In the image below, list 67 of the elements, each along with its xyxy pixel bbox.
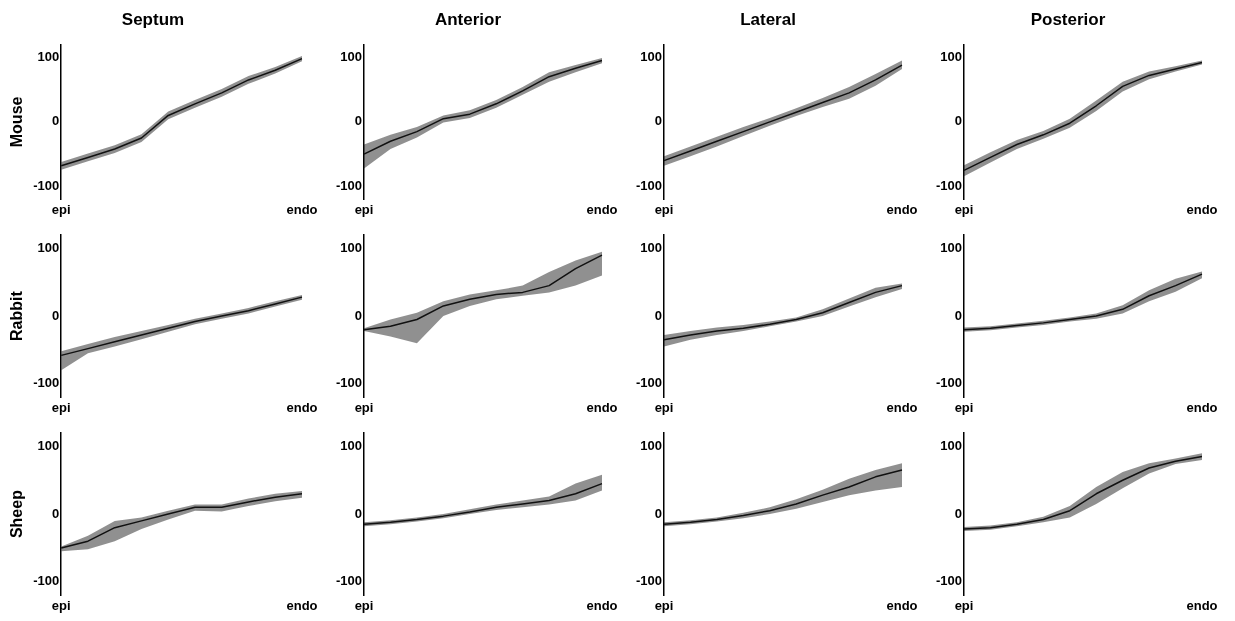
x-tick-label: endo (286, 399, 318, 415)
x-tick-label: endo (1186, 201, 1218, 217)
y-tick-label: 0 (354, 505, 363, 521)
y-tick-label: -100 (935, 375, 963, 391)
y-tick-label: -100 (635, 375, 663, 391)
y-tick-label: 0 (51, 505, 60, 521)
x-tick-label: epi (354, 597, 374, 613)
x-tick-label: endo (586, 399, 618, 415)
x-tick-label: epi (654, 597, 674, 613)
x-tick-label: endo (1186, 399, 1218, 415)
x-tick-label: endo (886, 201, 918, 217)
y-tick-label: 0 (654, 505, 663, 521)
y-tick-label: 0 (354, 307, 363, 323)
x-tick-label: epi (51, 597, 71, 613)
y-tick-label: -100 (335, 573, 363, 589)
y-tick-label: 100 (340, 239, 363, 255)
y-axis-title: Rabbit (8, 290, 26, 341)
x-tick-label: epi (954, 201, 974, 217)
x-tick-label: epi (354, 399, 374, 415)
x-tick-label: endo (886, 597, 918, 613)
x-tick-label: epi (51, 399, 71, 415)
y-tick-label: -100 (335, 375, 363, 391)
x-tick-label: epi (954, 399, 974, 415)
y-tick-label: -100 (33, 375, 60, 391)
y-tick-label: -100 (335, 178, 363, 194)
y-tick-label: 0 (954, 505, 963, 521)
y-tick-label: 100 (37, 437, 60, 453)
x-tick-label: epi (354, 201, 374, 217)
y-tick-label: 100 (940, 239, 963, 255)
y-tick-label: 100 (640, 437, 663, 453)
y-tick-label: -100 (935, 573, 963, 589)
chart-title: Posterior (1030, 9, 1106, 29)
y-tick-label: 100 (340, 48, 363, 64)
x-tick-label: endo (886, 399, 918, 415)
x-tick-label: endo (286, 201, 318, 217)
y-axis-title: Mouse (8, 96, 26, 148)
y-axis-title: Sheep (8, 489, 26, 539)
y-tick-label: -100 (33, 178, 60, 194)
chart-title: Lateral (740, 9, 796, 29)
x-tick-label: epi (654, 399, 674, 415)
y-tick-label: 100 (940, 437, 963, 453)
y-tick-label: 0 (354, 113, 363, 129)
y-tick-label: -100 (635, 573, 663, 589)
y-tick-label: 0 (954, 307, 963, 323)
x-tick-label: epi (954, 597, 974, 613)
y-tick-label: 100 (640, 48, 663, 64)
y-tick-label: 0 (954, 113, 963, 129)
x-tick-label: epi (51, 201, 71, 217)
chart-title: Anterior (434, 9, 502, 29)
y-tick-label: 0 (51, 113, 60, 129)
x-tick-label: endo (286, 597, 318, 613)
y-tick-label: -100 (33, 573, 60, 589)
x-tick-label: endo (586, 597, 618, 613)
chart-title: Septum (121, 9, 185, 29)
y-tick-label: 100 (940, 48, 963, 64)
x-tick-label: epi (654, 201, 674, 217)
y-tick-label: 0 (51, 307, 60, 323)
x-tick-label: endo (1186, 597, 1218, 613)
x-tick-label: endo (586, 201, 618, 217)
y-tick-label: 0 (654, 113, 663, 129)
y-tick-label: 0 (654, 307, 663, 323)
y-tick-label: 100 (37, 239, 60, 255)
y-tick-label: -100 (935, 178, 963, 194)
y-tick-label: 100 (640, 239, 663, 255)
y-tick-label: 100 (37, 48, 60, 64)
y-tick-label: -100 (635, 178, 663, 194)
y-tick-label: 100 (340, 437, 363, 453)
